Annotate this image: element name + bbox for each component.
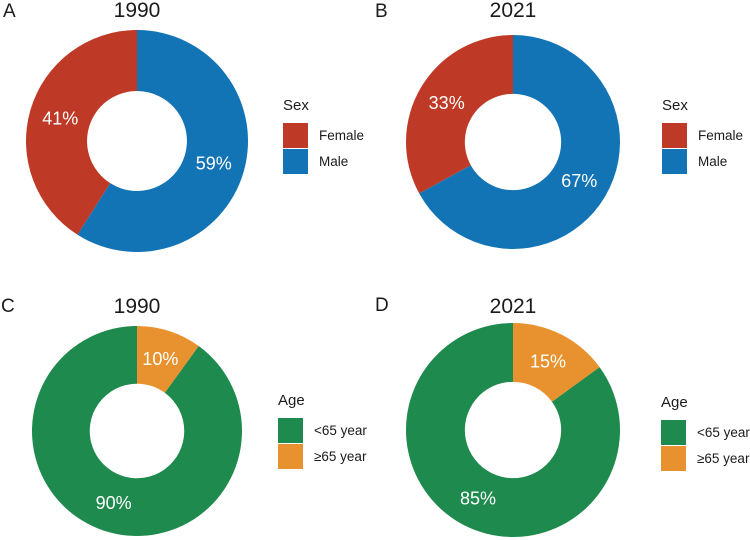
legend-item-male: Male	[283, 148, 364, 174]
donut-d-pct-label-0: 85%	[460, 489, 496, 509]
donut-c-slice-1	[137, 326, 199, 393]
legend-sex-b: Sex Female Male	[662, 97, 743, 174]
legend-swatch-male	[283, 148, 308, 174]
legend-item-male: Male	[662, 148, 743, 174]
donut-a-slice-1	[77, 30, 249, 252]
legend-swatch-male	[662, 148, 687, 174]
legend-age-c: Age <65 year ≥65 year	[278, 392, 367, 469]
legend-item-female: Female	[662, 122, 743, 148]
legend-item-under65: <65 year	[661, 419, 750, 445]
legend-label: <65 year	[697, 424, 750, 440]
legend-swatch-under65	[661, 419, 686, 445]
legend-label: <65 year	[314, 422, 367, 438]
panel-c-letter: C	[1, 296, 15, 317]
panel-b-title: 2021	[489, 0, 537, 22]
legend-label: Female	[698, 127, 744, 143]
donut-a-pct-label-0: 41%	[42, 109, 78, 129]
donut-d-pct-label-1: 15%	[530, 351, 566, 371]
panel-d-letter: D	[375, 295, 389, 316]
panel-b-letter: B	[375, 1, 388, 22]
donut-b-pct-label-1: 67%	[561, 171, 597, 191]
legend-label: Male	[698, 153, 728, 169]
legend-title: Age	[278, 392, 305, 409]
donut-c-pct-label-0: 90%	[96, 493, 132, 513]
legend-swatch-over65	[661, 445, 686, 471]
legend-item-over65: ≥65 year	[661, 445, 750, 471]
legend-title: Sex	[662, 97, 688, 114]
legend-swatch-under65	[278, 417, 303, 443]
legend-swatch-over65	[278, 443, 303, 469]
donut-b-slice-0	[406, 35, 513, 194]
legend-label: ≥65 year	[314, 448, 367, 464]
legend-swatch-female	[283, 122, 308, 148]
legend-title: Age	[661, 394, 688, 411]
panel-d-title: 2021	[489, 295, 537, 318]
legend-item-female: Female	[283, 122, 364, 148]
donut-c-slice-0	[32, 326, 243, 537]
legend-label: Male	[319, 153, 349, 169]
donut-a-slice-0	[26, 30, 137, 235]
legend-label: ≥65 year	[697, 450, 750, 466]
legend-title: Sex	[283, 97, 309, 114]
panel-a-letter: A	[3, 1, 16, 22]
legend-sex-a: Sex Female Male	[283, 97, 364, 174]
donut-d-slice-1	[513, 323, 600, 402]
legend-label: Female	[319, 127, 365, 143]
donut-c-pct-label-1: 10%	[142, 349, 178, 369]
donut-b-slice-1	[419, 34, 620, 249]
legend-age-d: Age <65 year ≥65 year	[661, 394, 750, 471]
legend-item-under65: <65 year	[278, 417, 367, 443]
legend-item-over65: ≥65 year	[278, 443, 367, 469]
panel-c-title: 1990	[113, 295, 161, 318]
donut-b-pct-label-0: 33%	[429, 93, 465, 113]
legend-swatch-female	[662, 122, 687, 148]
donut-d-slice-0	[406, 323, 621, 537]
panel-a-title: 1990	[113, 0, 161, 22]
donut-a-pct-label-1: 59%	[196, 153, 232, 173]
